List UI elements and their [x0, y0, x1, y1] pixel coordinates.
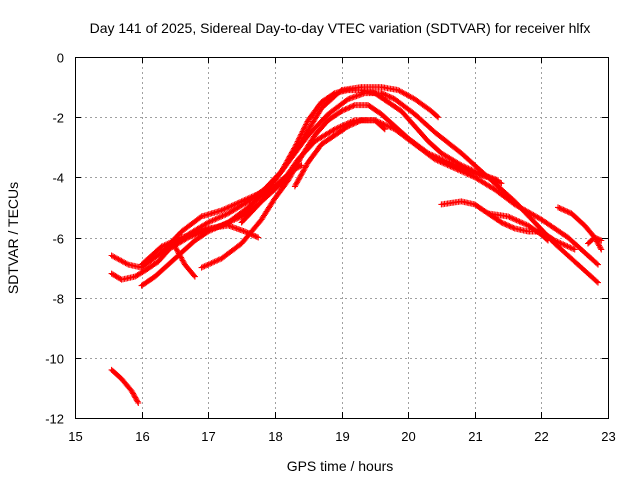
series-arc-10: [438, 198, 578, 253]
x-axis-label: GPS time / hours: [287, 458, 394, 474]
marker-trace: [108, 87, 502, 283]
y-tick-label: -12: [45, 412, 64, 427]
series-arc-13: [585, 234, 605, 247]
x-tick-label: 20: [401, 429, 415, 444]
series-arc-7: [198, 102, 505, 271]
marker-trace: [238, 162, 305, 226]
series-arc-11: [485, 210, 551, 244]
x-tick-label: 17: [201, 429, 215, 444]
y-axis-label: SDTVAR / TECUs: [5, 182, 21, 294]
marker-trace: [438, 198, 578, 253]
data-points: [108, 84, 605, 406]
y-tick-label: -4: [52, 171, 64, 186]
marker-trace: [485, 210, 551, 244]
x-tick-label: 16: [135, 429, 149, 444]
chart-title: Day 141 of 2025, Sidereal Day-to-day VTE…: [90, 20, 591, 36]
series-arc-8: [238, 162, 305, 226]
series-arc-9: [291, 117, 388, 190]
x-tick-label: 15: [68, 429, 82, 444]
series-arc-1: [108, 87, 502, 283]
y-tick-label: 0: [57, 51, 64, 66]
series-arc-14: [108, 366, 142, 406]
x-tick-label: 21: [468, 429, 482, 444]
marker-trace: [585, 234, 605, 247]
marker-trace: [198, 102, 505, 271]
marker-trace: [291, 117, 388, 190]
x-tick-label: 18: [268, 429, 282, 444]
axis-ticks: 15 16 17 18 19 20 21 22 23 0 -2 -4 -6 -8 -10 -12: [45, 51, 616, 445]
y-tick-label: -8: [52, 292, 64, 307]
grid-lines: [75, 57, 608, 418]
x-tick-label: 23: [601, 429, 615, 444]
x-tick-label: 19: [335, 429, 349, 444]
y-tick-label: -10: [45, 352, 64, 367]
y-tick-label: -6: [52, 232, 64, 247]
x-tick-label: 22: [534, 429, 548, 444]
series-arc-4: [138, 117, 601, 268]
marker-trace: [138, 117, 601, 268]
y-tick-label: -2: [52, 111, 64, 126]
marker-trace: [108, 366, 142, 406]
